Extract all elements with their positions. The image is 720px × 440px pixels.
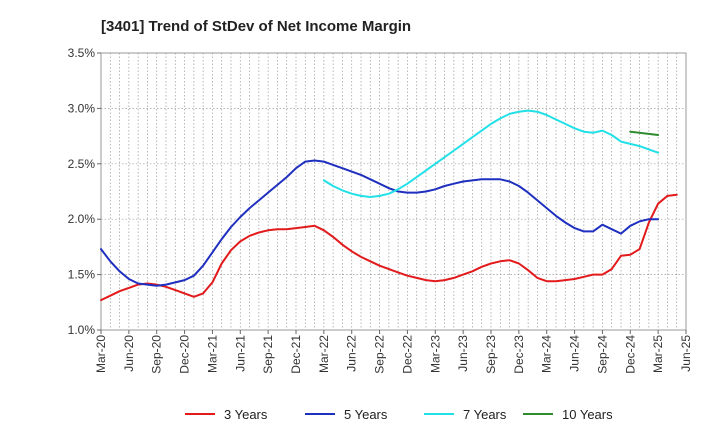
x-tick-label: Jun-22 xyxy=(345,335,359,372)
x-tick-label: Jun-24 xyxy=(568,335,582,372)
x-axis: Mar-20 Jun-20 Sep-20 Dec-20 Mar-21 Jun-21 Sep-… xyxy=(94,330,693,374)
x-tick-label: Mar-22 xyxy=(317,335,331,373)
series-line-10-years xyxy=(629,130,660,136)
x-tick-label: Mar-21 xyxy=(205,335,219,373)
x-tick-label: Sep-20 xyxy=(150,335,164,374)
x-tick-label: Jun-20 xyxy=(122,335,136,372)
series xyxy=(100,109,678,302)
x-tick-label: Jun-21 xyxy=(233,335,247,372)
series-line-5-years xyxy=(100,159,660,287)
x-tick-label: Dec-21 xyxy=(289,335,303,374)
legend-label-3-years: 3 Years xyxy=(224,407,268,422)
grid xyxy=(100,52,687,331)
y-tick-label: 1.0% xyxy=(68,323,96,337)
x-tick-label: Jun-23 xyxy=(456,335,470,372)
series-line-7-years xyxy=(322,109,660,198)
chart-title: [3401] Trend of StDev of Net Income Marg… xyxy=(101,18,411,35)
x-tick-label: Mar-20 xyxy=(94,335,108,373)
x-tick-label: Mar-23 xyxy=(428,335,442,373)
x-tick-label: Dec-24 xyxy=(623,335,637,374)
x-tick-label: Mar-25 xyxy=(651,335,665,373)
x-tick-label: Dec-22 xyxy=(400,335,414,374)
x-tick-label: Sep-22 xyxy=(373,335,387,374)
legend-label-10-years: 10 Years xyxy=(562,407,613,422)
x-tick-label: Dec-23 xyxy=(512,335,526,374)
series-line-3-years xyxy=(100,193,678,302)
x-tick-label: Mar-24 xyxy=(540,335,554,373)
y-tick-label: 2.0% xyxy=(68,212,96,226)
y-tick-label: 1.5% xyxy=(68,268,96,282)
legend-label-7-years: 7 Years xyxy=(463,407,507,422)
y-tick-label: 3.0% xyxy=(68,101,96,115)
x-tick-label: Sep-21 xyxy=(261,335,275,374)
y-tick-label: 2.5% xyxy=(68,157,96,171)
y-tick-label: 3.5% xyxy=(68,46,96,60)
y-axis: 1.0% 1.5% 2.0% 2.5% 3.0% 3.5% xyxy=(68,46,101,337)
legend: 3 Years 5 Years 7 Years 10 Years xyxy=(185,407,613,422)
x-tick-label: Sep-24 xyxy=(595,335,609,374)
x-tick-label: Sep-23 xyxy=(484,335,498,374)
plot-area xyxy=(100,52,687,331)
legend-label-5-years: 5 Years xyxy=(344,407,388,422)
x-tick-label: Jun-25 xyxy=(679,335,693,372)
x-tick-label: Dec-20 xyxy=(178,335,192,374)
